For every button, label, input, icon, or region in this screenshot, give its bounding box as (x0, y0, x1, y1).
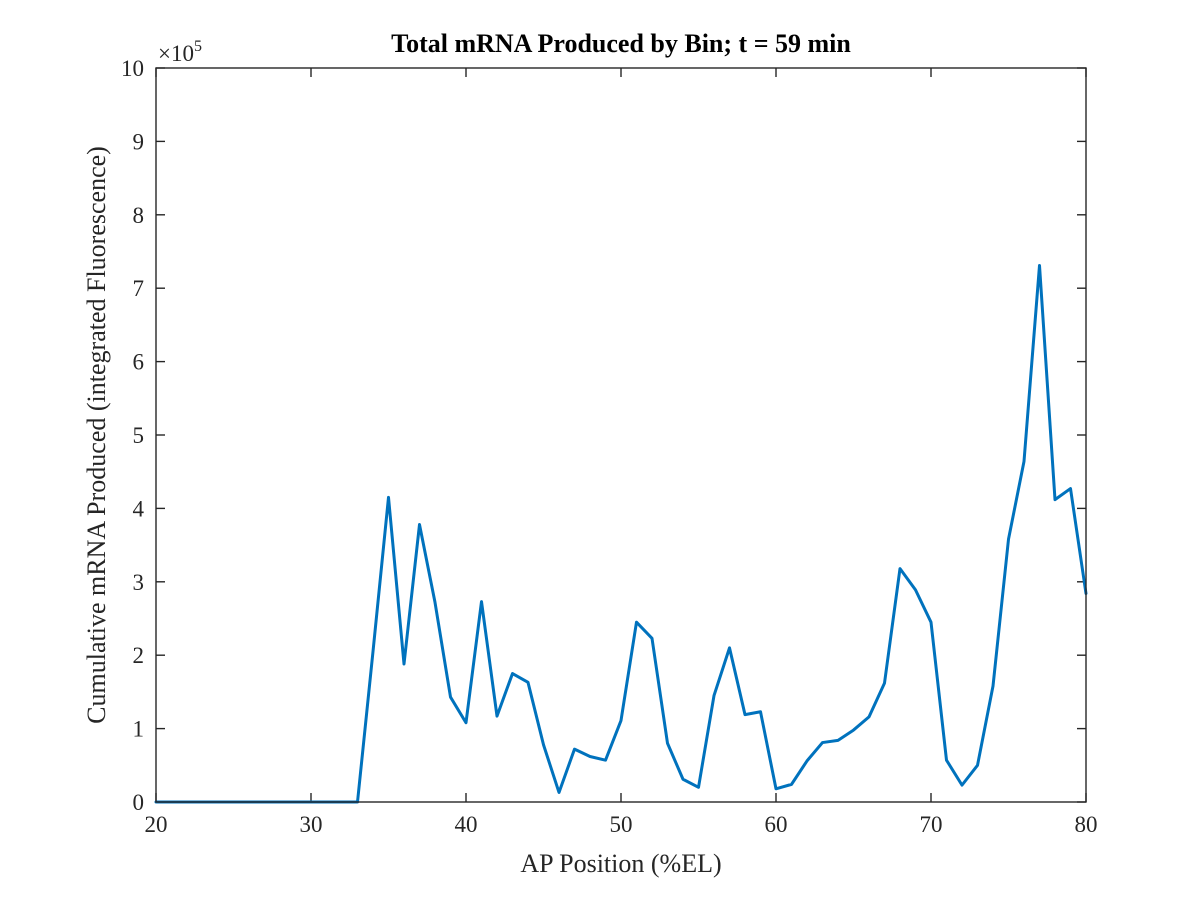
y-tick-label: 3 (133, 570, 145, 595)
y-ticks: 0 1 2 3 4 5 6 7 8 9 10 (121, 56, 1086, 815)
y-axis-label: Cumulative mRNA Produced (integrated Flu… (82, 146, 111, 724)
y-tick-label: 5 (133, 423, 145, 448)
x-tick-label: 50 (610, 812, 633, 837)
y-tick-label: 7 (133, 276, 145, 301)
y-tick-label: 1 (133, 717, 145, 742)
plot-frame (155, 67, 1087, 803)
y-tick-label: 10 (121, 56, 144, 81)
y-tick-label: 2 (133, 643, 145, 668)
x-tick-label: 60 (765, 812, 788, 837)
y-multiplier-label: ×105 (158, 38, 202, 66)
y-multiplier-base: ×10 (158, 41, 194, 66)
y-tick-label: 9 (133, 129, 145, 154)
x-tick-label: 70 (920, 812, 943, 837)
x-tick-label: 40 (455, 812, 478, 837)
y-tick-label: 4 (133, 496, 145, 521)
y-tick-label: 0 (133, 790, 145, 815)
y-tick-label: 6 (133, 350, 145, 375)
series-line (154, 263, 1088, 804)
x-tick-label: 80 (1075, 812, 1098, 837)
x-tick-label: 30 (300, 812, 323, 837)
x-axis-label: AP Position (%EL) (520, 849, 721, 878)
y-tick-label: 8 (133, 203, 145, 228)
chart-title: Total mRNA Produced by Bin; t = 59 min (391, 29, 851, 58)
x-tick-label: 20 (145, 812, 168, 837)
y-multiplier-exponent: 5 (194, 38, 202, 55)
